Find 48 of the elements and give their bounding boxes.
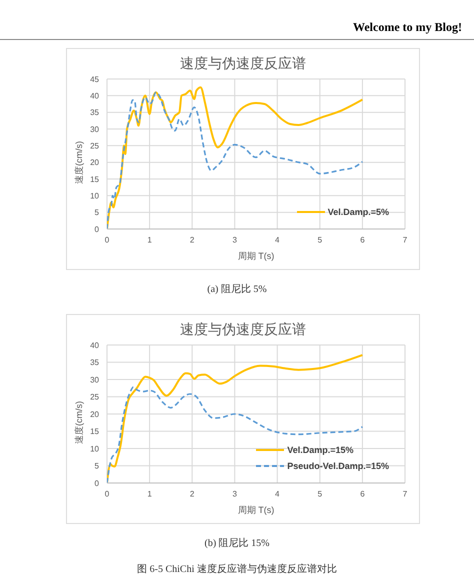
y-tick-label: 20: [90, 158, 100, 168]
text: (b) 阻尼比 15%: [204, 536, 270, 550]
x-tick-label: 3: [232, 490, 238, 499]
y-tick-label: 5: [94, 462, 100, 471]
legend-label: Vel.Damp.=15%: [287, 445, 354, 455]
y-axis-title: 速度(cm/s): [74, 401, 84, 444]
x-tick-label: 6: [360, 490, 366, 499]
y-tick-label: 15: [90, 427, 100, 436]
y-tick-label: 20: [90, 410, 100, 419]
caption: 图 6-5 ChiChi 速度反应谱与伪速度反应谱对比: [136, 562, 338, 576]
x-tick-label: 4: [275, 490, 280, 499]
y-tick-label: 15: [90, 174, 100, 184]
x-axis-title: 周期 T(s): [238, 251, 274, 261]
y-tick-label: 0: [94, 478, 100, 488]
legend-label: Vel.Damp.=5%: [328, 207, 389, 217]
x-tick-label: 5: [318, 236, 323, 245]
y-tick-label: 5: [94, 208, 100, 218]
x-tick-label: 2: [190, 236, 195, 245]
text: Welcome to my Blog!: [0, 0, 474, 40]
chart-title: 速度与伪速度反应谱: [179, 54, 307, 73]
x-axis-title: 周期 T(s): [238, 505, 274, 515]
x-tick-label: 1: [147, 490, 152, 499]
y-tick-label: 35: [90, 358, 100, 368]
x-tick-label: 1: [147, 236, 152, 245]
x-tick-label: 0: [104, 490, 110, 499]
y-tick-label: 10: [90, 444, 100, 454]
x-tick-label: 5: [318, 490, 323, 499]
y-tick-label: 25: [90, 142, 100, 151]
y-tick-label: 0: [94, 224, 100, 234]
text: (a) 阻尼比 5%: [206, 282, 268, 296]
x-tick-label: 7: [402, 490, 408, 499]
chart-title: 速度与伪速度反应谱: [179, 320, 307, 339]
y-tick-label: 40: [90, 340, 100, 350]
y-tick-label: 30: [90, 124, 100, 134]
x-tick-label: 2: [190, 490, 195, 499]
y-tick-label: 35: [90, 108, 100, 118]
y-axis-title: 速度(cm/s): [74, 141, 84, 184]
y-tick-label: 45: [90, 74, 100, 84]
y-tick-label: 40: [90, 92, 100, 101]
x-tick-label: 7: [402, 236, 408, 245]
x-tick-label: 4: [275, 236, 280, 245]
y-tick-label: 30: [90, 375, 100, 384]
x-tick-label: 0: [104, 236, 110, 245]
x-tick-label: 3: [232, 236, 238, 245]
legend-label: Pseudo-Vel.Damp.=15%: [287, 461, 389, 471]
x-tick-label: 6: [360, 236, 366, 245]
y-tick-label: 10: [90, 192, 100, 201]
y-tick-label: 25: [90, 392, 100, 402]
